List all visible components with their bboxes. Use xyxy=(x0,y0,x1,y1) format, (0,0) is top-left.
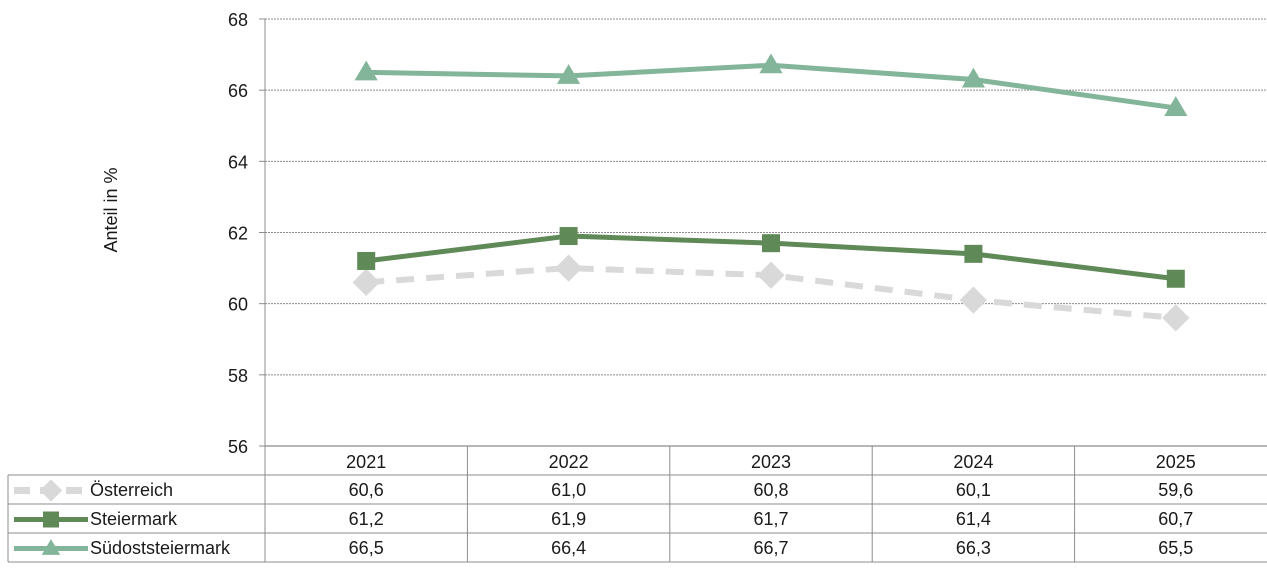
data-point-steiermark xyxy=(964,244,983,263)
table-value-cell: 60,8 xyxy=(753,480,788,500)
table-value-cell: 66,5 xyxy=(349,538,384,558)
data-point-steiermark xyxy=(1166,269,1185,288)
data-point--sterreich xyxy=(554,254,583,282)
y-axis-label: Anteil in % xyxy=(101,167,121,252)
table-value-cell: 61,9 xyxy=(551,509,586,529)
table-value-cell: 60,6 xyxy=(349,480,384,500)
data-point--sterreich xyxy=(757,261,785,289)
table-value-cell: 61,7 xyxy=(753,509,788,529)
data-point-s-doststeiermark xyxy=(961,67,985,88)
data-point-s-doststeiermark xyxy=(557,64,581,84)
y-tick-label: 68 xyxy=(228,10,248,30)
x-tick-label: 2022 xyxy=(549,452,589,472)
legend-marker xyxy=(39,479,63,502)
legend-marker xyxy=(43,511,59,528)
x-tick-label: 2023 xyxy=(751,452,791,472)
table-value-cell: 66,4 xyxy=(551,538,586,558)
legend-label: Österreich xyxy=(90,480,173,500)
table-value-cell: 61,0 xyxy=(551,480,586,500)
data-point-s-doststeiermark xyxy=(759,53,783,74)
y-tick-label: 60 xyxy=(228,295,248,315)
y-tick-label: 66 xyxy=(228,81,248,101)
data-point--sterreich xyxy=(1162,304,1190,332)
table-value-cell: 65,5 xyxy=(1158,538,1193,558)
data-point--sterreich xyxy=(352,268,380,296)
legend-marker xyxy=(41,539,61,555)
data-point--sterreich xyxy=(959,286,988,314)
y-tick-label: 62 xyxy=(228,224,248,244)
table-value-cell: 60,1 xyxy=(956,480,991,500)
data-point-s-doststeiermark xyxy=(354,60,378,81)
data-point-steiermark xyxy=(357,251,376,270)
table-value-cell: 61,2 xyxy=(349,509,384,529)
y-tick-label: 56 xyxy=(228,437,248,457)
x-tick-label: 2024 xyxy=(953,452,993,472)
table-value-cell: 61,4 xyxy=(956,509,991,529)
table-value-cell: 66,7 xyxy=(753,538,788,558)
y-tick-label: 64 xyxy=(228,152,248,172)
x-tick-label: 2025 xyxy=(1156,452,1196,472)
y-tick-label: 58 xyxy=(228,366,248,386)
data-point-s-doststeiermark xyxy=(1164,96,1188,116)
legend-label: Südoststeiermark xyxy=(90,538,231,558)
x-tick-label: 2021 xyxy=(346,452,386,472)
legend-label: Steiermark xyxy=(90,509,178,529)
table-value-cell: 59,6 xyxy=(1158,480,1193,500)
data-point-steiermark xyxy=(762,234,780,253)
table-value-cell: 60,7 xyxy=(1158,509,1193,529)
data-point-steiermark xyxy=(559,227,578,246)
table-value-cell: 66,3 xyxy=(956,538,991,558)
